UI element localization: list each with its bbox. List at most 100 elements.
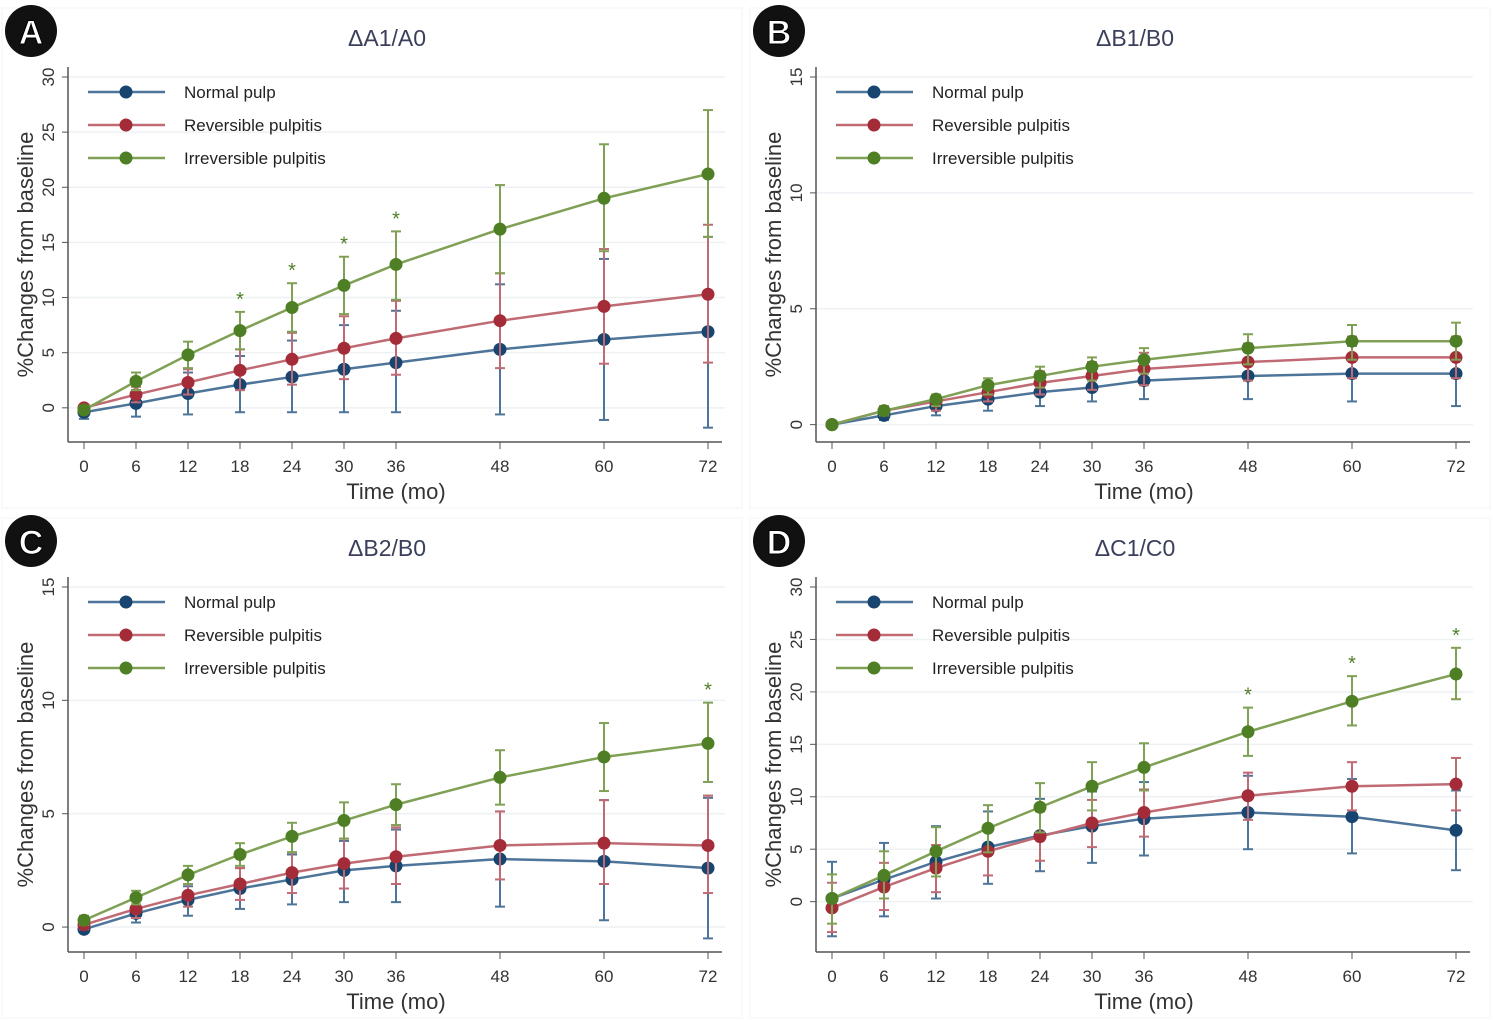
x-tick-label: 12: [927, 967, 946, 986]
data-point: [389, 331, 403, 345]
x-tick-label: 30: [335, 457, 354, 476]
x-tick-label: 48: [1239, 457, 1258, 476]
x-tick-label: 72: [699, 457, 718, 476]
y-tick-label: 15: [787, 735, 806, 754]
x-tick-label: 18: [231, 457, 250, 476]
legend-marker-irreversible: [119, 661, 133, 675]
series-line: [83, 292, 709, 410]
data-point: [981, 821, 995, 835]
x-tick-label: 72: [699, 967, 718, 986]
x-tick-label: 6: [131, 967, 140, 986]
panel-letter: C: [19, 524, 44, 562]
significance-asterisk: *: [704, 680, 712, 702]
x-axis-title: Time (mo): [1094, 479, 1193, 504]
data-point: [1085, 779, 1099, 793]
y-tick-label: 5: [39, 809, 58, 818]
data-point: [701, 736, 715, 750]
y-tick-label: 20: [787, 682, 806, 701]
series-line: [83, 841, 709, 926]
y-tick-label: 10: [787, 787, 806, 806]
x-tick-label: 18: [979, 457, 998, 476]
data-point: [337, 814, 351, 828]
data-point: [233, 877, 247, 891]
x-tick-label: 36: [1135, 967, 1154, 986]
panel-letter-badge: [5, 515, 57, 567]
panel-title: ΔC1/C0: [1095, 535, 1176, 561]
legend-marker-irreversible: [867, 661, 881, 675]
series-irreversible: [825, 646, 1463, 925]
panel-letter-badge: [5, 5, 57, 57]
data-point: [233, 324, 247, 338]
data-point: [181, 375, 195, 389]
series-line: [83, 857, 709, 931]
data-point: [825, 418, 839, 432]
data-point: [1449, 334, 1463, 348]
panel-frame: [1, 7, 743, 509]
data-point: [233, 848, 247, 862]
legend-marker-normal: [119, 595, 133, 609]
data-point: [1137, 760, 1151, 774]
y-axis-title: %Changes from baseline: [761, 642, 786, 888]
legend-marker-normal: [867, 595, 881, 609]
data-point: [493, 222, 507, 236]
legend-marker-normal: [867, 85, 881, 99]
data-point: [1241, 341, 1255, 355]
x-tick-label: 48: [491, 967, 510, 986]
x-tick-label: 0: [79, 967, 88, 986]
data-point: [1345, 779, 1359, 793]
legend-marker-irreversible: [867, 151, 881, 165]
data-point: [181, 348, 195, 362]
data-point: [129, 891, 143, 905]
x-axis-title: Time (mo): [346, 989, 445, 1014]
x-tick-label: 30: [335, 967, 354, 986]
legend-label-normal: Normal pulp: [184, 593, 276, 612]
panel-d: 0 5 10 15 20 25 30 0 6 12 18 24 30 36 48 60 72 Time (mo)%…: [749, 515, 1491, 1019]
data-point: [493, 314, 507, 328]
x-tick-label: 0: [827, 457, 836, 476]
series-reversible: [825, 756, 1463, 934]
y-tick-label: 10: [39, 691, 58, 710]
y-tick-label: 10: [39, 288, 58, 307]
legend-label-irreversible: Irreversible pulpitis: [932, 149, 1074, 168]
series-irreversible: [77, 109, 715, 417]
data-point: [285, 300, 299, 314]
x-tick-label: 12: [179, 967, 198, 986]
legend-marker-irreversible: [119, 151, 133, 165]
significance-asterisk: *: [288, 260, 296, 282]
panel-letter: D: [767, 524, 792, 562]
data-point: [597, 836, 611, 850]
y-tick-label: 5: [787, 304, 806, 313]
y-tick-label: 15: [39, 578, 58, 597]
y-tick-label: 25: [787, 630, 806, 649]
y-tick-label: 0: [39, 403, 58, 412]
data-point: [1345, 334, 1359, 348]
y-axis-title: %Changes from baseline: [13, 132, 38, 378]
x-tick-label: 72: [1447, 967, 1466, 986]
legend-marker-reversible: [867, 628, 881, 642]
y-tick-label: 5: [787, 844, 806, 853]
x-tick-label: 72: [1447, 457, 1466, 476]
data-point: [701, 287, 715, 301]
data-point: [597, 299, 611, 313]
y-axis-title: %Changes from baseline: [761, 132, 786, 378]
data-point: [929, 392, 943, 406]
significance-asterisk: *: [1244, 685, 1252, 707]
panel-a: 0 5 10 15 20 25 30 0 6 12 18 24 30 36 48 60 72 Time (mo)%…: [1, 5, 743, 509]
panel-letter: B: [767, 14, 792, 52]
data-point: [1085, 816, 1099, 830]
data-point: [337, 278, 351, 292]
x-tick-label: 0: [79, 457, 88, 476]
panel-title: ΔA1/A0: [348, 25, 426, 51]
series-line: [831, 339, 1456, 426]
legend-label-reversible: Reversible pulpitis: [184, 116, 322, 135]
data-point: [1033, 369, 1047, 383]
data-point: [285, 829, 299, 843]
panel-frame: [749, 517, 1491, 1019]
data-point: [337, 341, 351, 355]
significance-asterisk: *: [1452, 625, 1460, 647]
panel-title: ΔB1/B0: [1096, 25, 1174, 51]
data-point: [1241, 725, 1255, 739]
data-point: [597, 750, 611, 764]
significance-asterisk: *: [392, 208, 400, 230]
x-tick-label: 60: [1343, 967, 1362, 986]
